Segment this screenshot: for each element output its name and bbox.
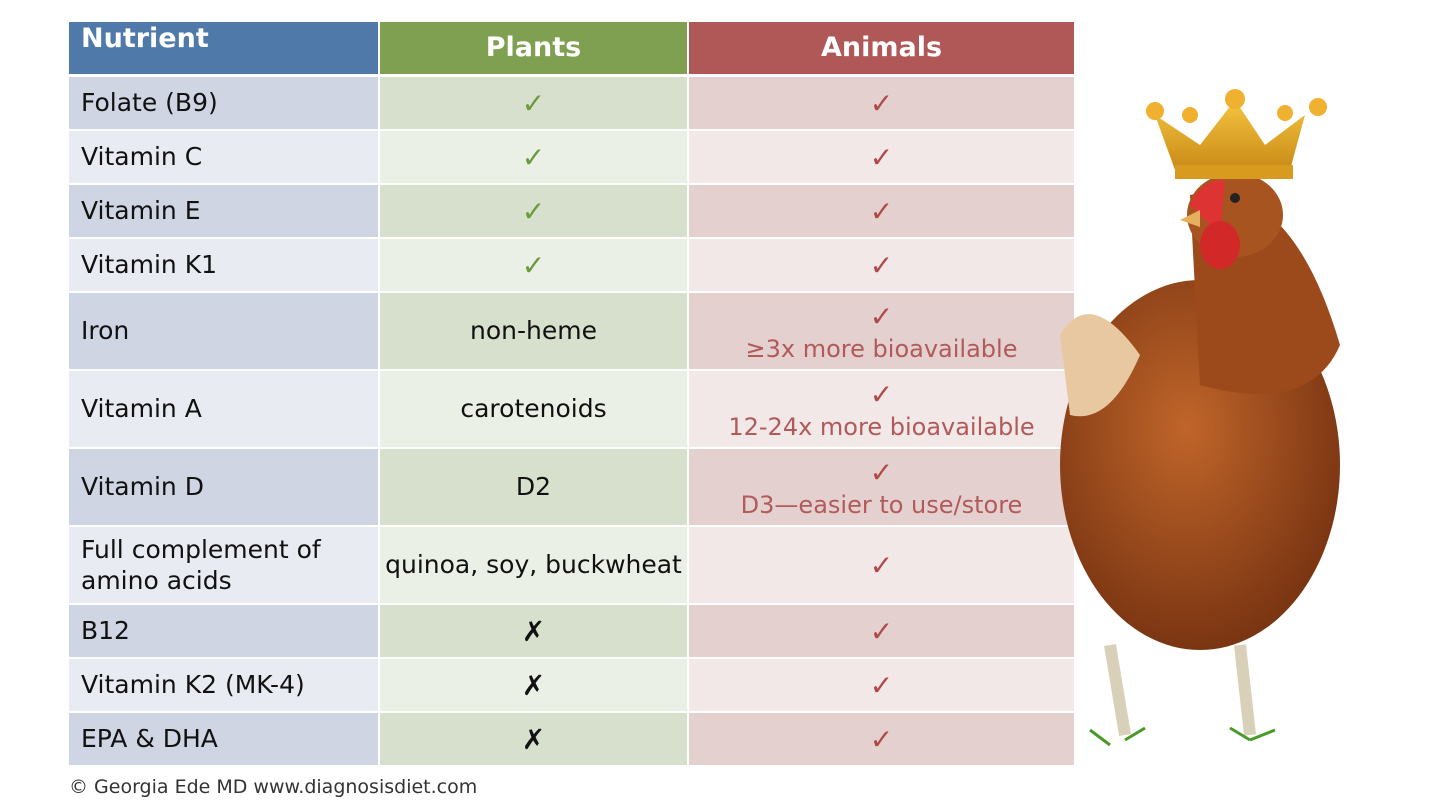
nutrient-text: Vitamin E [81,196,201,226]
header-cell: Animals [689,22,1074,74]
animals-cell: ✓ [689,77,1074,129]
nutrient-text: EPA & DHA [81,724,218,754]
nutrient-text: Full complement of amino acids [81,534,321,595]
nutrient-cell: Vitamin A [69,371,378,447]
animals-cell: ✓ [689,527,1074,603]
chicken-illustration [1060,89,1340,747]
nutrient-cell: Iron [69,293,378,369]
nutrient-cell: Full complement of amino acids [69,527,378,603]
animals-check: ✓ [869,548,894,582]
plants-text: quinoa, soy, buckwheat [385,550,682,580]
plants-cell: D2 [380,449,687,525]
header-text: Plants [485,32,582,64]
plants-text: non-heme [470,316,597,346]
footer-credit: © Georgia Ede MD www.diagnosisdiet.com [69,776,478,798]
plants-text: ✓ [521,86,546,120]
nutrient-cell: Vitamin D [69,449,378,525]
plants-cell: ✓ [380,185,687,237]
animals-check: ✓ [869,722,894,756]
nutrient-cell: Folate (B9) [69,77,378,129]
plants-text: ✓ [521,140,546,174]
plants-cell: ✓ [380,131,687,183]
nutrient-text: Iron [81,316,130,346]
nutrient-cell: B12 [69,605,378,657]
nutrient-cell: Vitamin K1 [69,239,378,291]
nutrient-text: Folate (B9) [81,88,218,118]
animals-cell: ✓ ≥3x more bioavailable [689,293,1074,369]
header-text: Animals [820,32,943,64]
animals-cell: ✓ [689,713,1074,765]
nutrient-cell: Vitamin C [69,131,378,183]
nutrient-text: Vitamin K2 (MK-4) [81,670,305,700]
plants-text: ✗ [521,668,546,702]
animals-check: ✓ [869,194,894,228]
animals-note: 12-24x more bioavailable [728,412,1035,441]
plants-text: ✗ [521,722,546,756]
animals-cell: ✓ [689,185,1074,237]
animals-cell: ✓ [689,659,1074,711]
animals-check: ✓ [869,377,894,411]
plants-cell: ✓ [380,239,687,291]
animals-cell: ✓ D3—easier to use/store [689,449,1074,525]
animals-cell: ✓ 12-24x more bioavailable [689,371,1074,447]
animals-cell: ✓ [689,605,1074,657]
animals-check: ✓ [869,455,894,489]
animals-check: ✓ [869,614,894,648]
animals-note: D3—easier to use/store [740,490,1023,519]
nutrient-cell: EPA & DHA [69,713,378,765]
nutrient-text: Vitamin D [81,472,204,502]
plants-text: ✓ [521,248,546,282]
nutrient-cell: Vitamin K2 (MK-4) [69,659,378,711]
animals-note: ≥3x more bioavailable [745,334,1018,363]
animals-check: ✓ [869,248,894,282]
nutrient-text: Vitamin A [81,394,202,424]
animals-check: ✓ [869,86,894,120]
animals-check: ✓ [869,299,894,333]
plants-cell: ✓ [380,77,687,129]
plants-cell: ✗ [380,659,687,711]
plants-cell: ✗ [380,605,687,657]
nutrient-cell: Vitamin E [69,185,378,237]
header-text: Nutrient [81,23,209,54]
animals-cell: ✓ [689,239,1074,291]
animals-check: ✓ [869,140,894,174]
plants-cell: non-heme [380,293,687,369]
plants-text: carotenoids [460,394,607,424]
header-cell: Nutrient [69,22,378,74]
plants-cell: ✗ [380,713,687,765]
plants-text: D2 [515,472,552,502]
plants-cell: quinoa, soy, buckwheat [380,527,687,603]
plants-cell: carotenoids [380,371,687,447]
plants-text: ✗ [521,614,546,648]
plants-text: ✓ [521,194,546,228]
animals-cell: ✓ [689,131,1074,183]
nutrient-text: B12 [81,616,130,646]
header-cell: Plants [380,22,687,74]
nutrient-text: Vitamin C [81,142,203,172]
nutrient-text: Vitamin K1 [81,250,218,280]
animals-check: ✓ [869,668,894,702]
